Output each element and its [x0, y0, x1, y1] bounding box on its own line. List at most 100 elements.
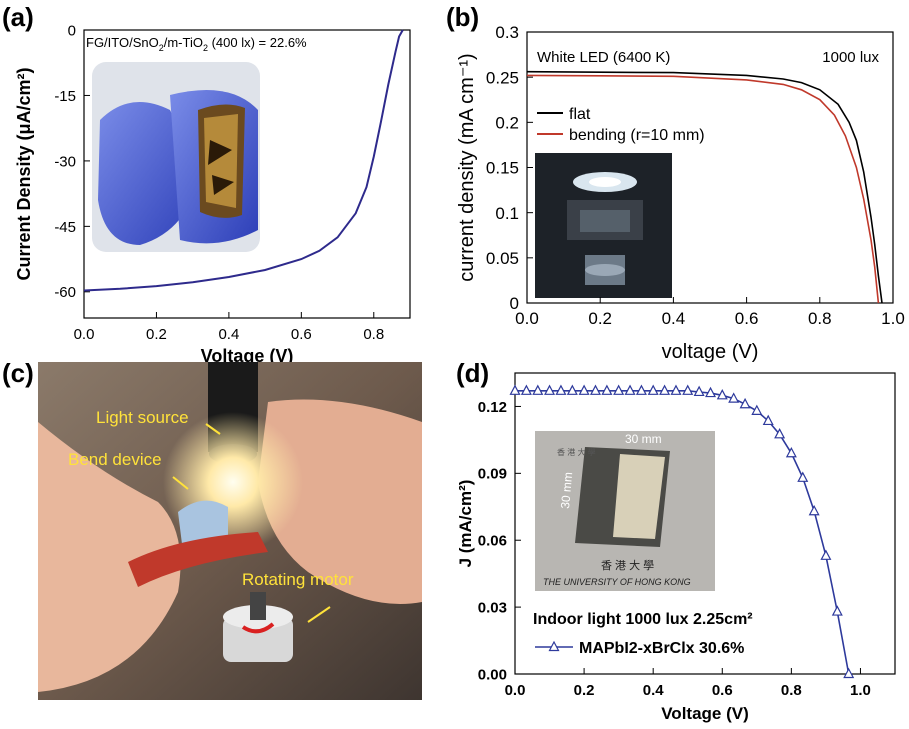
x-tick-label: 0.8	[808, 309, 832, 328]
x-tick-label: 1.0	[850, 682, 871, 699]
rotating-motor-annotation: Rotating motor	[242, 570, 354, 589]
bending-setup-photo: Light source Bend device Rotating motor	[38, 362, 422, 700]
y-tick-label: 0	[68, 22, 76, 39]
data-point	[520, 384, 532, 395]
x-axis-label: Voltage (V)	[201, 346, 294, 366]
device-30mm-photo-inset: 香 港 大 學 30 mm 30 mm 香 港 大 學 THE UNIVERSI…	[535, 431, 715, 591]
data-point	[820, 549, 832, 560]
data-point	[693, 385, 705, 397]
panel-d-chart: 香 港 大 學 30 mm 30 mm 香 港 大 學 THE UNIVERSI…	[456, 372, 896, 723]
panel-a-chart: 0.0 0.2 0.4 0.6 0.8 0 -15 -30 -45 -60 Voltage (V) C…	[14, 22, 411, 366]
y-tick-label: -30	[54, 153, 76, 170]
data-point	[659, 384, 671, 395]
x-tick-label: 0.4	[662, 309, 686, 328]
y-tick-label: -45	[54, 219, 76, 236]
hku-english-label: THE UNIVERSITY OF HONG KONG	[543, 577, 691, 587]
y-tick-label: -60	[54, 284, 76, 301]
series-line-1	[526, 74, 880, 304]
data-point	[739, 397, 751, 409]
x-tick-label: 0.6	[735, 309, 759, 328]
x-tick-label: 0.4	[643, 682, 665, 699]
y-tick-label: 0	[510, 294, 519, 313]
data-point	[555, 384, 567, 395]
y-tick-label: 0.03	[478, 600, 507, 617]
x-tick-label: 0.6	[712, 682, 733, 699]
x-tick-label: 0.8	[781, 682, 802, 699]
panel-d-label: (d)	[456, 358, 490, 388]
y-tick-label: 0.3	[495, 23, 519, 42]
panel-b-chart: 0.0 0.2 0.4 0.6 0.8 1.0 0 0.05 0.1 0.15 0.2 0.25 0.3…	[456, 23, 905, 363]
data-point	[843, 667, 855, 679]
hku-chinese-label: 香 港 大 學	[601, 558, 654, 572]
panel-c-label: (c)	[2, 358, 34, 388]
data-point	[635, 384, 647, 395]
data-point	[831, 605, 843, 616]
data-point	[808, 504, 820, 516]
light-source-annotation: Light source	[96, 408, 189, 427]
data-point	[797, 471, 809, 482]
y-axis-label: J (mA/cm²)	[456, 480, 475, 568]
data-point	[762, 414, 774, 426]
panel-a-label: (a)	[2, 2, 34, 32]
data-point	[728, 392, 740, 403]
data-point	[785, 446, 797, 458]
chart-b-title: White LED (6400 K)	[537, 49, 670, 66]
data-point	[613, 384, 625, 395]
x-tick-label: 0.0	[515, 309, 539, 328]
x-tick-label: 0.2	[574, 682, 595, 699]
data-point	[566, 384, 578, 395]
data-point	[578, 384, 590, 395]
x-tick-label: 0.0	[505, 682, 526, 699]
y-tick-label: 0.05	[486, 249, 519, 268]
x-tick-label: 0.8	[363, 326, 384, 343]
legend-label: MAPbI2-xBrClx 30.6%	[579, 640, 744, 657]
data-point	[509, 384, 521, 395]
device-photo-inset	[92, 62, 260, 252]
x-tick-label: 0.0	[74, 326, 95, 343]
x-tick-label: 0.4	[218, 326, 239, 343]
y-axis-label: Current Density (μA/cm²)	[14, 67, 34, 280]
legend-marker	[548, 640, 560, 652]
series-line-0	[83, 29, 404, 292]
series-line-0	[526, 70, 883, 304]
y-tick-label: -15	[54, 88, 76, 105]
dim-h-label: 30 mm	[625, 432, 662, 446]
data-point	[751, 404, 763, 416]
led-setup-photo-inset	[535, 153, 672, 298]
legend-title: Indoor light 1000 lux 2.25cm²	[533, 611, 753, 628]
data-point	[544, 384, 556, 395]
x-tick-label: 1.0	[881, 309, 905, 328]
y-tick-label: 0.12	[478, 399, 507, 416]
x-tick-label: 0.2	[588, 309, 612, 328]
legend-label-0: flat	[569, 106, 591, 123]
y-tick-label: 0.2	[495, 113, 519, 132]
data-point	[774, 428, 786, 439]
data-point	[532, 384, 544, 395]
x-tick-label: 0.2	[146, 326, 167, 343]
legend-label-1: bending (r=10 mm)	[569, 127, 705, 144]
data-point	[589, 384, 601, 395]
bend-device-annotation: Bend device	[68, 450, 162, 469]
data-point	[716, 389, 728, 400]
data-point	[682, 384, 694, 395]
panel-b-label: (b)	[446, 2, 480, 32]
x-axis-label: voltage (V)	[662, 341, 759, 363]
y-tick-label: 0.09	[478, 466, 507, 483]
bending-setup-illustration	[38, 362, 422, 700]
y-tick-label: 0.06	[478, 533, 507, 550]
chart-b-lux: 1000 lux	[822, 49, 879, 66]
x-axis-label: Voltage (V)	[661, 704, 749, 723]
y-tick-label: 0.00	[478, 666, 507, 683]
y-tick-label: 0.25	[486, 68, 519, 87]
panel-a-inset-label: FG/ITO/SnO2/m-TiO2 (400 lx) = 22.6%	[86, 35, 307, 53]
dim-v-label: 30 mm	[558, 471, 575, 509]
y-tick-label: 0.15	[486, 159, 519, 178]
svg-text:香 港 大 學: 香 港 大 學	[557, 447, 596, 457]
data-point	[705, 386, 717, 398]
data-point	[647, 384, 659, 395]
data-point	[624, 384, 636, 395]
y-axis-label: current density (mA cm⁻¹)	[456, 53, 478, 281]
y-tick-label: 0.1	[495, 204, 519, 223]
data-point	[670, 384, 682, 395]
